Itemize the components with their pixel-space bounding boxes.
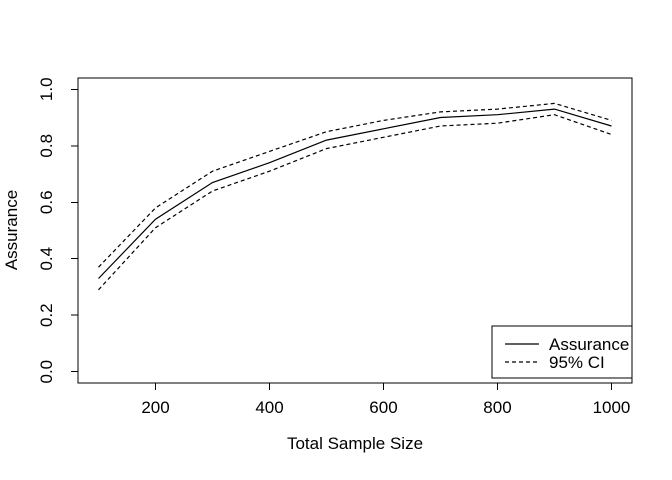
- series-line-solid: [98, 108, 612, 279]
- series-line-dashed: [98, 114, 612, 291]
- y-axis-tick-label: 1.0: [37, 77, 56, 101]
- legend-box: [491, 325, 633, 379]
- y-axis-tick-label: 0.6: [37, 190, 56, 214]
- x-axis-tick-label: 600: [369, 398, 397, 417]
- x-axis-tick-label: 1000: [593, 398, 631, 417]
- series-line-dashed: [98, 102, 612, 268]
- x-axis-tick-label: 400: [255, 398, 283, 417]
- y-axis-tick-label: 0.0: [37, 360, 56, 384]
- x-axis-title: Total Sample Size: [287, 434, 423, 453]
- y-axis-tick-label: 0.4: [37, 247, 56, 271]
- y-axis-title: Assurance: [2, 190, 21, 270]
- chart-generated-layer: 200 400 600 800 1000 0.0 0.2 0.4 0.6 0.8 1.0 Assura…: [37, 77, 633, 417]
- plot-frame: [77, 77, 633, 384]
- y-axis-tick-label: 0.2: [37, 303, 56, 327]
- y-axis-tick-label: 0.8: [37, 134, 56, 158]
- x-axis-tick-label: 800: [483, 398, 511, 417]
- x-axis-tick-label: 200: [141, 398, 169, 417]
- legend-label: 95% CI: [549, 353, 605, 372]
- legend-label: Assurance: [549, 335, 629, 354]
